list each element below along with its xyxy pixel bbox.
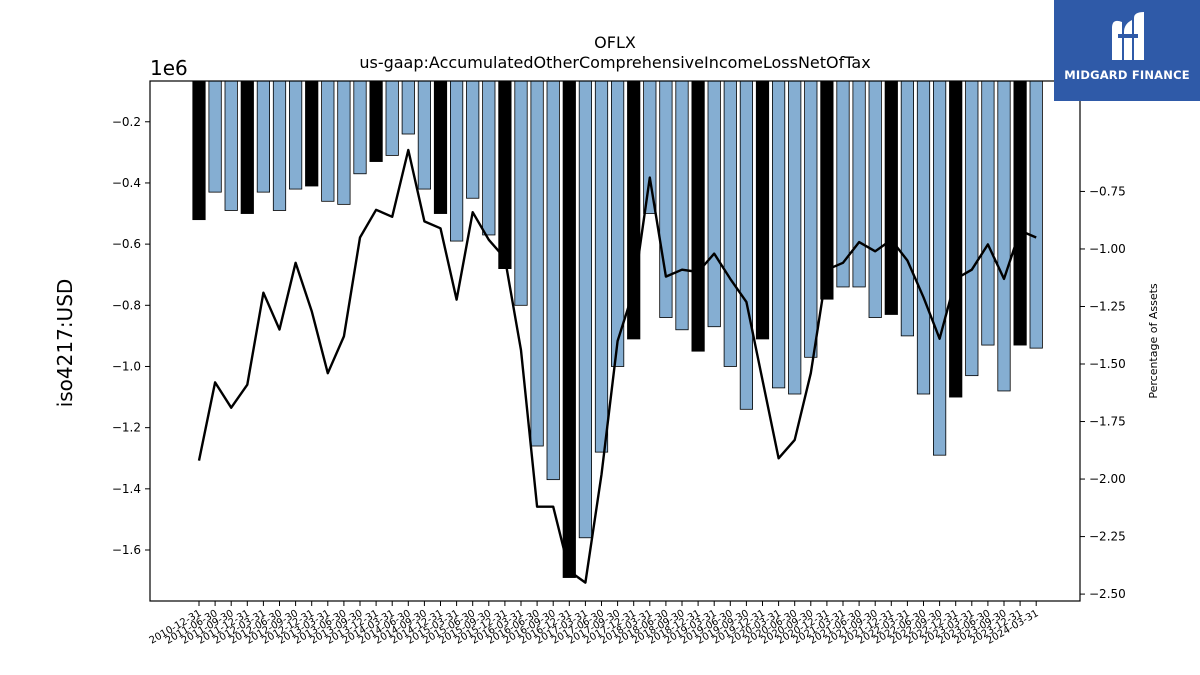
bar-2010-12-31 <box>192 80 206 221</box>
bar-2015-03-31 <box>466 80 480 199</box>
y-tick-label: −1.2 <box>112 421 141 435</box>
bar-2014-03-31 <box>401 80 415 135</box>
bar-2013-06-30 <box>353 80 367 175</box>
bar-2023-09-30 <box>1013 80 1027 346</box>
bar-2012-03-31 <box>272 80 287 211</box>
y-tick-label: −1.0 <box>112 359 141 373</box>
bar-2014-06-30 <box>417 80 432 190</box>
y-offset-label: 1e6 <box>150 56 188 80</box>
bar-2022-06-30 <box>933 80 947 456</box>
bar-2018-06-30 <box>675 80 689 331</box>
y-tick-label: −1.6 <box>112 543 141 557</box>
y2-tick-label: −1.75 <box>1089 415 1126 429</box>
bar-2011-06-30 <box>224 80 238 211</box>
y2-tick-label: −1.50 <box>1089 357 1126 371</box>
y-tick-label: −1.4 <box>112 482 141 496</box>
plot-frame <box>149 80 1081 602</box>
chart-title: OFLX <box>594 33 636 52</box>
bar-2011-12-31 <box>256 80 271 193</box>
bar-2020-06-30 <box>804 80 818 358</box>
bar-2018-12-31 <box>707 80 721 328</box>
bar-2014-12-31 <box>449 80 464 242</box>
bar-2018-03-31 <box>659 80 673 318</box>
y-tick-label: −0.6 <box>112 237 141 251</box>
bar-2015-09-30 <box>498 80 512 269</box>
logo-text: MIDGARD FINANCE <box>1064 68 1190 82</box>
bar-2019-06-30 <box>739 80 754 410</box>
bar-2013-09-30 <box>369 80 383 162</box>
percentage-line <box>197 148 1037 584</box>
bar-2016-03-31 <box>530 80 544 447</box>
bar-2023-12-31 <box>1029 80 1043 349</box>
bar-2019-03-31 <box>723 80 737 367</box>
brand-logo: MIDGARD FINANCE <box>1054 0 1200 101</box>
bar-2015-06-30 <box>482 80 496 236</box>
bar-2023-06-30 <box>997 80 1011 392</box>
bar-2021-09-30 <box>884 80 898 315</box>
bar-2013-12-31 <box>385 80 399 156</box>
bar-2021-12-31 <box>900 80 915 337</box>
bar-2019-12-31 <box>772 80 786 389</box>
y2-tick-label: −1.25 <box>1089 299 1126 313</box>
bar-2022-12-31 <box>965 80 979 377</box>
bar-2022-03-31 <box>916 80 931 395</box>
bar-2016-12-31 <box>578 80 593 539</box>
bar-2018-09-30 <box>691 80 705 352</box>
bar-2012-06-30 <box>288 80 303 190</box>
bar-2011-09-30 <box>240 80 254 214</box>
y2-tick-label: −2.00 <box>1089 472 1126 486</box>
bar-2020-09-30 <box>820 80 834 300</box>
y2-axis-label: Percentage of Assets <box>1147 283 1160 399</box>
bar-2022-09-30 <box>949 80 963 398</box>
bar-2012-12-31 <box>321 80 335 202</box>
bar-2016-09-30 <box>562 80 576 578</box>
bar-2013-03-31 <box>337 80 351 205</box>
bar-2017-12-31 <box>643 80 657 214</box>
y-tick-label: −0.4 <box>112 176 141 190</box>
bar-2019-09-30 <box>755 80 770 340</box>
bar-2011-03-31 <box>208 80 222 193</box>
chart-subtitle: us-gaap:AccumulatedOtherComprehensiveInc… <box>359 53 870 72</box>
y-tick-label: −0.8 <box>112 298 141 312</box>
bar-2020-03-31 <box>788 80 802 395</box>
bar-2014-09-30 <box>433 80 448 214</box>
y2-tick-label: −1.00 <box>1089 242 1126 256</box>
bar-2023-03-31 <box>981 80 995 346</box>
bar-2021-03-31 <box>852 80 866 288</box>
y2-tick-label: −2.50 <box>1089 587 1126 601</box>
bar-2015-12-31 <box>514 80 528 306</box>
bar-2016-06-30 <box>546 80 560 481</box>
bar-2012-09-30 <box>305 80 319 187</box>
y-tick-label: −0.2 <box>112 115 141 129</box>
midgard-logo-icon <box>1112 12 1144 60</box>
y-axis-label: iso4217:USD <box>53 279 77 408</box>
bar-2017-03-31 <box>594 80 609 453</box>
bar-2021-06-30 <box>868 80 882 318</box>
y2-tick-label: −0.75 <box>1089 184 1126 198</box>
y2-tick-label: −2.25 <box>1089 530 1126 544</box>
